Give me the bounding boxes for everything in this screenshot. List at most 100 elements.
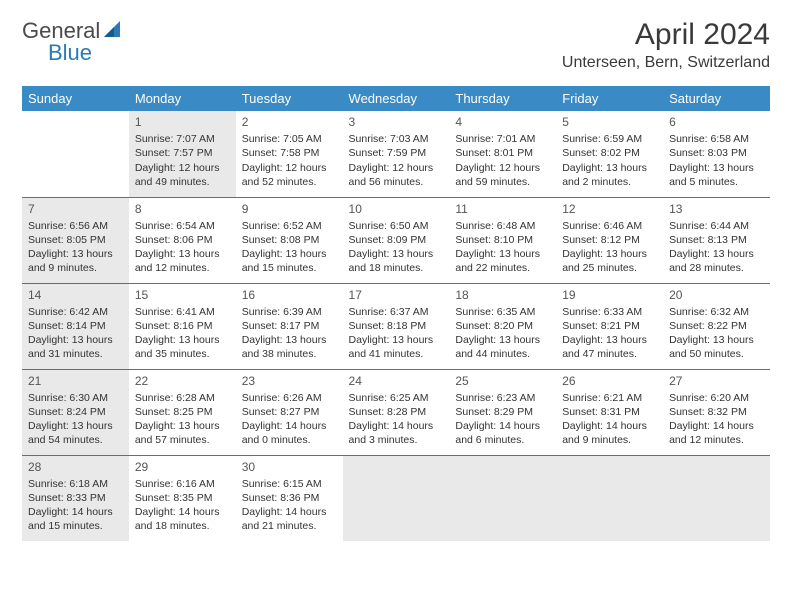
day-header-row: Sunday Monday Tuesday Wednesday Thursday…: [22, 86, 770, 111]
calendar-cell: 2Sunrise: 7:05 AMSunset: 7:58 PMDaylight…: [236, 111, 343, 197]
sunset-text: Sunset: 8:36 PM: [242, 491, 337, 505]
logo-sail-icon: [104, 19, 126, 44]
calendar-cell: 9Sunrise: 6:52 AMSunset: 8:08 PMDaylight…: [236, 197, 343, 283]
sunset-text: Sunset: 8:17 PM: [242, 319, 337, 333]
sunrise-text: Sunrise: 6:46 AM: [562, 219, 657, 233]
daylight-text: Daylight: 14 hours and 9 minutes.: [562, 419, 657, 447]
calendar-cell: [449, 455, 556, 541]
calendar-cell: 15Sunrise: 6:41 AMSunset: 8:16 PMDayligh…: [129, 283, 236, 369]
day-number: 1: [135, 114, 230, 130]
sunrise-text: Sunrise: 6:26 AM: [242, 391, 337, 405]
sunrise-text: Sunrise: 6:16 AM: [135, 477, 230, 491]
logo-blue-row: Blue: [22, 40, 92, 66]
sunrise-text: Sunrise: 6:37 AM: [349, 305, 444, 319]
day-number: 14: [28, 287, 123, 303]
month-title: April 2024: [562, 18, 770, 52]
sunrise-text: Sunrise: 6:18 AM: [28, 477, 123, 491]
calendar-cell: 21Sunrise: 6:30 AMSunset: 8:24 PMDayligh…: [22, 369, 129, 455]
day-number: 20: [669, 287, 764, 303]
day-number: 3: [349, 114, 444, 130]
day-number: 30: [242, 459, 337, 475]
calendar-cell: 11Sunrise: 6:48 AMSunset: 8:10 PMDayligh…: [449, 197, 556, 283]
sunset-text: Sunset: 8:20 PM: [455, 319, 550, 333]
daylight-text: Daylight: 13 hours and 41 minutes.: [349, 333, 444, 361]
day-number: 28: [28, 459, 123, 475]
calendar-cell: 8Sunrise: 6:54 AMSunset: 8:06 PMDaylight…: [129, 197, 236, 283]
day-number: 11: [455, 201, 550, 217]
calendar-cell: 3Sunrise: 7:03 AMSunset: 7:59 PMDaylight…: [343, 111, 450, 197]
sunset-text: Sunset: 8:03 PM: [669, 146, 764, 160]
sunrise-text: Sunrise: 6:41 AM: [135, 305, 230, 319]
day-number: 29: [135, 459, 230, 475]
calendar-cell: [663, 455, 770, 541]
sunrise-text: Sunrise: 6:23 AM: [455, 391, 550, 405]
header: General April 2024 Unterseen, Bern, Swit…: [22, 18, 770, 72]
day-number: 16: [242, 287, 337, 303]
sunset-text: Sunset: 7:57 PM: [135, 146, 230, 160]
sunset-text: Sunset: 8:18 PM: [349, 319, 444, 333]
calendar-cell: 26Sunrise: 6:21 AMSunset: 8:31 PMDayligh…: [556, 369, 663, 455]
sunrise-text: Sunrise: 6:52 AM: [242, 219, 337, 233]
calendar-cell: 7 Sunrise: 6:56 AMSunset: 8:05 PMDaylight…: [22, 197, 129, 283]
sunrise-text: Sunrise: 6:44 AM: [669, 219, 764, 233]
sunset-text: Sunset: 8:05 PM: [28, 233, 123, 247]
sunrise-text: Sunrise: 6:21 AM: [562, 391, 657, 405]
sunset-text: Sunset: 8:21 PM: [562, 319, 657, 333]
calendar-cell: 4Sunrise: 7:01 AMSunset: 8:01 PMDaylight…: [449, 111, 556, 197]
calendar-cell: 12Sunrise: 6:46 AMSunset: 8:12 PMDayligh…: [556, 197, 663, 283]
sunrise-text: Sunrise: 7:07 AM: [135, 132, 230, 146]
day-number: 26: [562, 373, 657, 389]
day-number: 24: [349, 373, 444, 389]
day-header: Friday: [556, 86, 663, 111]
day-number: 2: [242, 114, 337, 130]
day-number: 7: [28, 201, 123, 217]
day-number: 12: [562, 201, 657, 217]
day-number: 25: [455, 373, 550, 389]
sunrise-text: Sunrise: 6:48 AM: [455, 219, 550, 233]
daylight-text: Daylight: 13 hours and 2 minutes.: [562, 161, 657, 189]
day-number: 17: [349, 287, 444, 303]
calendar-cell: 6Sunrise: 6:58 AMSunset: 8:03 PMDaylight…: [663, 111, 770, 197]
daylight-text: Daylight: 14 hours and 15 minutes.: [28, 505, 123, 533]
day-number: 13: [669, 201, 764, 217]
daylight-text: Daylight: 12 hours and 56 minutes.: [349, 161, 444, 189]
calendar-cell: 16Sunrise: 6:39 AMSunset: 8:17 PMDayligh…: [236, 283, 343, 369]
daylight-text: Daylight: 13 hours and 54 minutes.: [28, 419, 123, 447]
day-header: Thursday: [449, 86, 556, 111]
sunrise-text: Sunrise: 7:05 AM: [242, 132, 337, 146]
calendar-cell: 29Sunrise: 6:16 AMSunset: 8:35 PMDayligh…: [129, 455, 236, 541]
sunset-text: Sunset: 7:58 PM: [242, 146, 337, 160]
calendar-row: 28Sunrise: 6:18 AMSunset: 8:33 PMDayligh…: [22, 455, 770, 541]
logo-text-blue: Blue: [48, 40, 92, 66]
daylight-text: Daylight: 13 hours and 50 minutes.: [669, 333, 764, 361]
day-number: 10: [349, 201, 444, 217]
sunset-text: Sunset: 8:24 PM: [28, 405, 123, 419]
daylight-text: Daylight: 13 hours and 35 minutes.: [135, 333, 230, 361]
calendar-cell: 18Sunrise: 6:35 AMSunset: 8:20 PMDayligh…: [449, 283, 556, 369]
daylight-text: Daylight: 13 hours and 5 minutes.: [669, 161, 764, 189]
calendar-table: Sunday Monday Tuesday Wednesday Thursday…: [22, 86, 770, 541]
sunset-text: Sunset: 8:01 PM: [455, 146, 550, 160]
calendar-cell: 22Sunrise: 6:28 AMSunset: 8:25 PMDayligh…: [129, 369, 236, 455]
day-number: 15: [135, 287, 230, 303]
calendar-cell: 20Sunrise: 6:32 AMSunset: 8:22 PMDayligh…: [663, 283, 770, 369]
day-number: 4: [455, 114, 550, 130]
sunrise-text: Sunrise: 6:54 AM: [135, 219, 230, 233]
sunrise-text: Sunrise: 6:30 AM: [28, 391, 123, 405]
calendar-row: 1 Sunrise: 7:07 AMSunset: 7:57 PM Daylight…: [22, 111, 770, 197]
sunset-text: Sunset: 8:09 PM: [349, 233, 444, 247]
sunrise-text: Sunrise: 6:33 AM: [562, 305, 657, 319]
location-text: Unterseen, Bern, Switzerland: [562, 54, 770, 72]
day-number: 9: [242, 201, 337, 217]
daylight-text: Daylight: 13 hours and 25 minutes.: [562, 247, 657, 275]
sunset-text: Sunset: 8:22 PM: [669, 319, 764, 333]
sunrise-text: Sunrise: 6:56 AM: [28, 219, 123, 233]
calendar-cell: 28Sunrise: 6:18 AMSunset: 8:33 PMDayligh…: [22, 455, 129, 541]
daylight-text: Daylight: 13 hours and 9 minutes.: [28, 247, 123, 275]
title-block: April 2024 Unterseen, Bern, Switzerland: [562, 18, 770, 72]
sunset-text: Sunset: 8:27 PM: [242, 405, 337, 419]
sunset-text: Sunset: 8:32 PM: [669, 405, 764, 419]
daylight-text: Daylight: 14 hours and 18 minutes.: [135, 505, 230, 533]
sunset-text: Sunset: 8:25 PM: [135, 405, 230, 419]
daylight-text: Daylight: 13 hours and 28 minutes.: [669, 247, 764, 275]
